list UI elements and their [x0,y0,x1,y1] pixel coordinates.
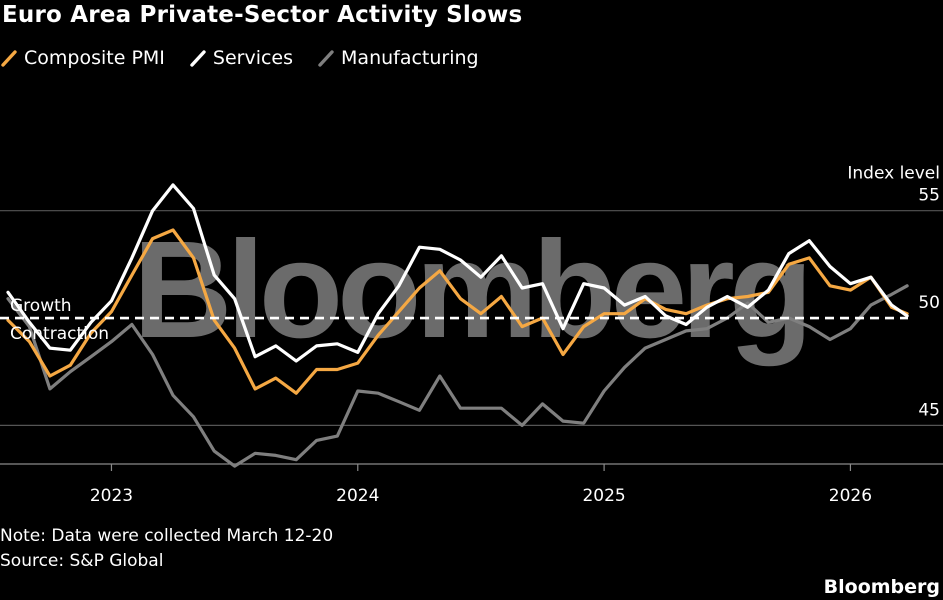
series-line-manufacturing [6,284,909,468]
services-line-icon [190,50,206,67]
x-axis [0,463,943,471]
watermark-text: Bloomberg [133,213,807,367]
legend-label-services: Services [212,47,294,69]
legend-item-services: Services [189,47,293,69]
legend: Composite PMI Services Manufacturing [0,47,503,69]
x-tick-label-2024: 2024 [336,486,379,506]
series-line-composite [6,228,909,395]
source-text: Source: S&P Global [0,551,164,571]
contraction-label: Contraction [10,324,109,344]
x-tick-label-2026: 2026 [829,486,872,506]
y-tick-label-55: 55 [918,186,940,206]
chart-title: Euro Area Private-Sector Activity Slows [2,2,523,28]
legend-item-composite: Composite PMI [0,47,165,69]
y-tick-label-50: 50 [918,293,940,313]
growth-label: Growth [10,296,72,316]
y-tick-label-45: 45 [918,400,940,420]
manufacturing-line-icon [318,50,334,67]
bloomberg-logo: Bloomberg [823,576,940,598]
y-axis-title: Index level [847,164,940,184]
legend-label-composite: Composite PMI [24,47,165,69]
x-tick-label-2025: 2025 [582,486,625,506]
series-lines [0,183,909,468]
gridlines [0,210,943,426]
note-text: Note: Data were collected March 12-20 [0,526,334,546]
legend-item-manufacturing: Manufacturing [317,47,479,69]
legend-label-manufacturing: Manufacturing [341,47,479,69]
x-tick-label-2023: 2023 [90,486,133,506]
series-line-services [6,183,909,363]
composite-line-icon [1,50,17,67]
